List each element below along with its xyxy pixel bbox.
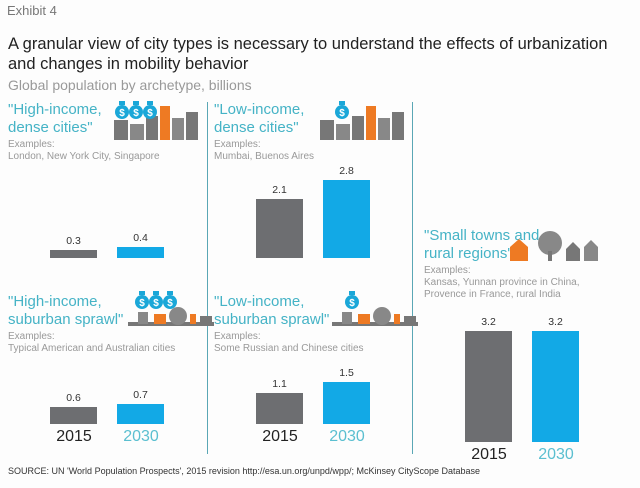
data-label: 1.5 [339, 367, 354, 379]
source-note: SOURCE: UN 'World Population Prospects',… [8, 466, 481, 476]
panel-title: "High-income, suburban sprawl" [8, 293, 124, 328]
examples: Examples: Some Russian and Chinese cities [214, 331, 409, 355]
x-tick-2030: 2030 [123, 428, 159, 445]
chart-subtitle: Global population by archetype, billions [8, 77, 252, 93]
examples-label: Examples: [8, 139, 55, 150]
panel-illustration: $ $ $ [128, 288, 218, 337]
examples: Examples: Typical American and Australian… [8, 331, 203, 355]
svg-text:$: $ [139, 298, 145, 309]
svg-text:$: $ [119, 108, 125, 119]
examples-text: Mumbai, Buenos Aires [214, 151, 315, 162]
svg-text:$: $ [147, 108, 153, 119]
svg-text:$: $ [133, 108, 139, 119]
bar-2015 [256, 393, 303, 424]
examples: Examples: Kansas, Yunnan province in Chin… [424, 265, 624, 301]
data-label: 2.8 [339, 164, 354, 177]
chart-title: A granular view of city types is necessa… [8, 35, 608, 73]
svg-text:$: $ [349, 298, 355, 309]
bar-2015 [50, 407, 97, 424]
suburb-icon-three-money-bags: $ $ $ [128, 291, 214, 326]
divider [207, 102, 208, 454]
panel-illustration: $ $ $ [112, 98, 202, 147]
x-tick-2015: 2015 [56, 428, 92, 445]
x-tick-2015: 2015 [262, 428, 298, 445]
bar-2015 [256, 199, 303, 258]
data-label: 3.2 [548, 315, 563, 328]
data-label: 2.1 [272, 184, 287, 197]
data-label: 0.3 [66, 234, 81, 247]
suburb-icon-one-money-bag: $ [332, 291, 418, 326]
examples-label: Examples: [214, 331, 261, 342]
svg-text:$: $ [339, 108, 345, 119]
x-tick-2030: 2030 [538, 446, 574, 463]
data-label: 1.1 [272, 378, 287, 391]
bar-2015 [465, 330, 512, 442]
panel-title: "Low-income, dense cities" [214, 101, 305, 136]
bar-2030 [117, 246, 164, 258]
examples-text: Typical American and Australian cities [8, 343, 176, 354]
examples: Examples: Mumbai, Buenos Aires [214, 139, 409, 163]
svg-text:$: $ [153, 298, 159, 309]
panel-title: "High-income, dense cities" [8, 101, 102, 136]
exhibit-label: Exhibit 4 [7, 3, 57, 18]
data-label: 0.6 [66, 392, 81, 405]
examples-text: London, New York City, Singapore [8, 151, 160, 162]
examples-label: Examples: [8, 331, 55, 342]
x-tick-2015: 2015 [471, 446, 507, 463]
data-label: 0.7 [133, 389, 148, 402]
x-tick-2030: 2030 [329, 428, 365, 445]
svg-text:$: $ [167, 298, 173, 309]
data-label: 0.4 [133, 231, 148, 244]
examples-label: Examples: [424, 265, 471, 276]
dense-city-icon-three-money-bags: $ $ $ [114, 101, 198, 140]
bar-2030 [532, 330, 579, 442]
panel-illustration [510, 225, 600, 274]
data-label: 3.2 [481, 315, 496, 328]
panel-illustration: $ [332, 288, 422, 337]
examples-text: Kansas, Yunnan province in China, Proven… [424, 277, 580, 300]
panel-illustration: $ [318, 98, 408, 147]
panel-title: "Small towns and rural regions" [424, 227, 540, 262]
bar-2015 [50, 249, 97, 258]
panel-title: "Low-income, suburban sprawl" [214, 293, 330, 328]
bar-2030 [323, 179, 370, 258]
bar-2030 [323, 382, 370, 424]
divider [412, 102, 413, 454]
examples-label: Examples: [214, 139, 261, 150]
bar-2030 [117, 404, 164, 424]
examples-text: Some Russian and Chinese cities [214, 343, 364, 354]
dense-city-icon-one-money-bag: $ [320, 101, 404, 140]
examples: Examples: London, New York City, Singapor… [8, 139, 203, 163]
small-town-icon [510, 231, 598, 261]
